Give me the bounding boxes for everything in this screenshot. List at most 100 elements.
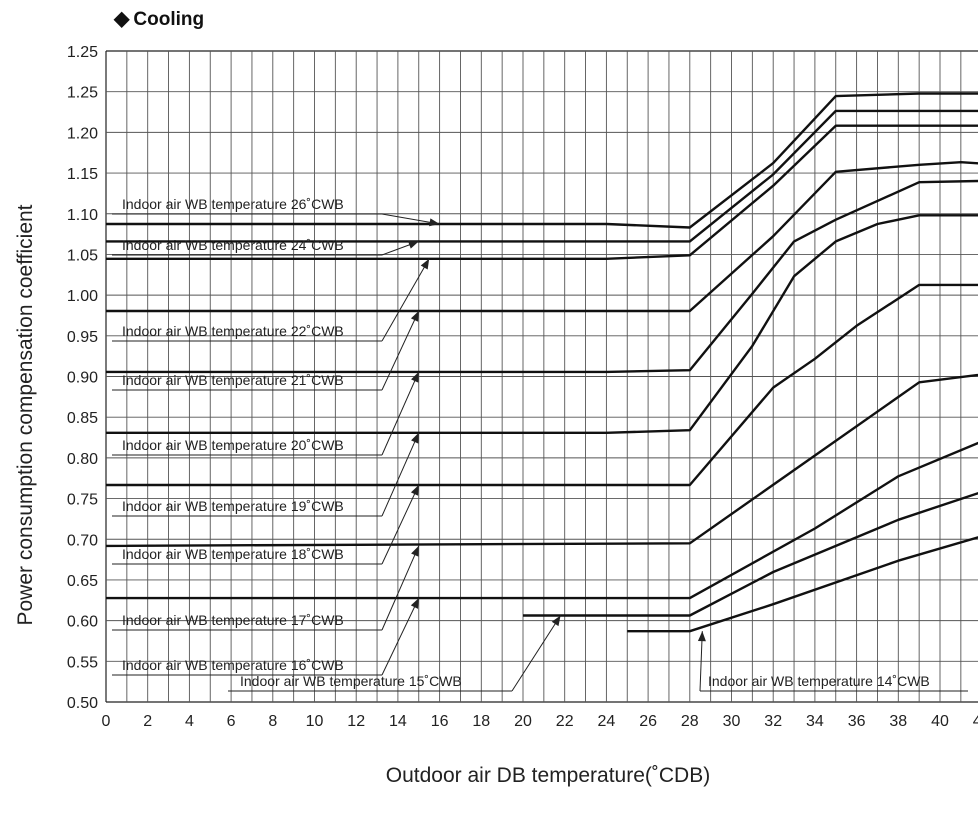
annotation-leader xyxy=(381,258,430,342)
arrowhead-icon xyxy=(407,241,419,249)
y-tick-label: 1.20 xyxy=(67,125,98,142)
annotation-label: Indoor air WB temperature 16˚CWB xyxy=(122,657,344,673)
annotation-2: Indoor air WB temperature 24˚CWB xyxy=(112,237,419,256)
x-tick-label: 14 xyxy=(389,713,407,730)
arrowhead-icon xyxy=(551,615,561,627)
x-tick-label: 38 xyxy=(889,713,907,730)
x-axis-label: Outdoor air DB temperature(˚CDB) xyxy=(385,764,711,787)
arrowhead-icon xyxy=(410,311,419,322)
series-lines xyxy=(105,92,978,633)
arrowhead-icon xyxy=(411,371,419,383)
series-line-4 xyxy=(106,161,978,313)
x-tick-label: 42 xyxy=(973,713,978,730)
x-tick-label: 2 xyxy=(143,713,152,730)
annotation-label: Indoor air WB temperature 17˚CWB xyxy=(122,612,344,628)
y-tick-label: 1.15 xyxy=(67,166,98,183)
series-line-5 xyxy=(106,179,978,374)
x-tick-label: 36 xyxy=(848,713,866,730)
y-tick-label: 1.25 xyxy=(67,85,98,102)
annotation-label: Indoor air WB temperature 18˚CWB xyxy=(122,546,344,562)
annotation-6: Indoor air WB temperature 19˚CWB xyxy=(112,432,420,517)
annotation-leader xyxy=(381,545,420,631)
arrowhead-icon xyxy=(429,218,440,227)
y-tick-label: 0.50 xyxy=(67,695,98,712)
annotation-label: Indoor air WB temperature 20˚CWB xyxy=(122,437,344,453)
annotation-leader xyxy=(381,371,420,456)
annotation-leader xyxy=(381,432,420,517)
y-tick-label: 0.55 xyxy=(67,654,98,671)
y-tick-label: 0.95 xyxy=(67,329,98,346)
series-line-2 xyxy=(106,109,978,243)
x-tick-label: 10 xyxy=(306,713,324,730)
arrowhead-icon xyxy=(697,631,706,642)
y-tick-label: 0.60 xyxy=(67,614,98,631)
diamond-icon: ◆ xyxy=(114,8,130,30)
y-tick-label: 1.05 xyxy=(67,247,98,264)
annotation-4: Indoor air WB temperature 21˚CWB xyxy=(112,310,420,391)
annotations: Indoor air WB temperature 26˚CWB Indoor a… xyxy=(112,196,968,692)
series-line-7 xyxy=(106,283,978,487)
annotation-5: Indoor air WB temperature 20˚CWB xyxy=(112,371,420,456)
x-tick-label: 30 xyxy=(723,713,741,730)
grid xyxy=(105,50,978,703)
annotation-11: Indoor air WB temperature 14˚CWB xyxy=(697,631,968,692)
x-tick-label: 20 xyxy=(514,713,532,730)
x-tick-label: 6 xyxy=(227,713,236,730)
x-tick-label: 4 xyxy=(185,713,194,730)
x-tick-label: 12 xyxy=(347,713,365,730)
y-axis-label: Power consumption compensation coefficie… xyxy=(14,204,37,626)
annotation-label: Indoor air WB temperature 15˚CWB xyxy=(240,673,462,689)
annotation-label: Indoor air WB temperature 24˚CWB xyxy=(122,237,344,253)
annotation-9: Indoor air WB temperature 16˚CWB xyxy=(112,597,420,676)
x-tick-label: 40 xyxy=(931,713,949,730)
x-tick-label: 16 xyxy=(431,713,449,730)
y-tick-label: 1.25 xyxy=(67,44,98,61)
x-tick-label: 8 xyxy=(268,713,277,730)
annotation-leader xyxy=(381,484,420,565)
tick-labels: 0.50 0.55 0.60 0.65 0.70 0.75 0.80 0.85 0.90 0.95… xyxy=(67,44,978,730)
annotation-label: Indoor air WB temperature 19˚CWB xyxy=(122,498,344,514)
annotation-8: Indoor air WB temperature 17˚CWB xyxy=(112,545,420,631)
annotation-leader xyxy=(381,597,420,676)
x-tick-label: 22 xyxy=(556,713,574,730)
arrowhead-icon xyxy=(420,258,430,270)
arrowhead-icon xyxy=(411,432,419,444)
y-tick-label: 0.65 xyxy=(67,573,98,590)
annotation-10: Indoor air WB temperature 15˚CWB xyxy=(228,615,561,692)
series-line-11 xyxy=(627,536,978,633)
x-tick-label: 18 xyxy=(472,713,490,730)
x-tick-label: 34 xyxy=(806,713,824,730)
x-tick-label: 28 xyxy=(681,713,699,730)
annotation-leader xyxy=(381,310,420,391)
series-line-1 xyxy=(106,92,978,229)
x-tick-label: 32 xyxy=(764,713,782,730)
annotation-1: Indoor air WB temperature 26˚CWB xyxy=(112,196,440,227)
series-line-10 xyxy=(523,491,978,617)
chart-title-text: Cooling xyxy=(133,9,205,30)
annotation-label: Indoor air WB temperature 22˚CWB xyxy=(122,323,344,339)
chart-title: ◆ Cooling xyxy=(114,6,204,31)
arrowhead-icon xyxy=(410,485,419,496)
series-line-8 xyxy=(105,373,978,548)
y-tick-label: 0.85 xyxy=(67,410,98,427)
y-tick-label: 0.70 xyxy=(67,532,98,549)
annotation-label: Indoor air WB temperature 26˚CWB xyxy=(122,196,344,212)
arrowhead-icon xyxy=(410,598,419,609)
y-tick-label: 0.90 xyxy=(67,370,98,387)
series-line-9 xyxy=(106,441,978,600)
y-tick-label: 0.80 xyxy=(67,451,98,468)
annotation-7: Indoor air WB temperature 18˚CWB xyxy=(112,484,420,565)
x-tick-label: 0 xyxy=(102,713,111,730)
y-tick-label: 1.10 xyxy=(67,207,98,224)
annotation-label: Indoor air WB temperature 14˚CWB xyxy=(708,673,930,689)
y-tick-label: 0.75 xyxy=(67,492,98,509)
x-tick-label: 26 xyxy=(639,713,657,730)
annotation-leader xyxy=(511,615,561,692)
arrowhead-icon xyxy=(411,545,419,557)
series-line-3 xyxy=(106,124,978,260)
annotation-label: Indoor air WB temperature 21˚CWB xyxy=(122,372,344,388)
series-line-6 xyxy=(106,214,978,434)
annotation-3: Indoor air WB temperature 22˚CWB xyxy=(112,258,430,342)
y-tick-label: 1.00 xyxy=(67,288,98,305)
